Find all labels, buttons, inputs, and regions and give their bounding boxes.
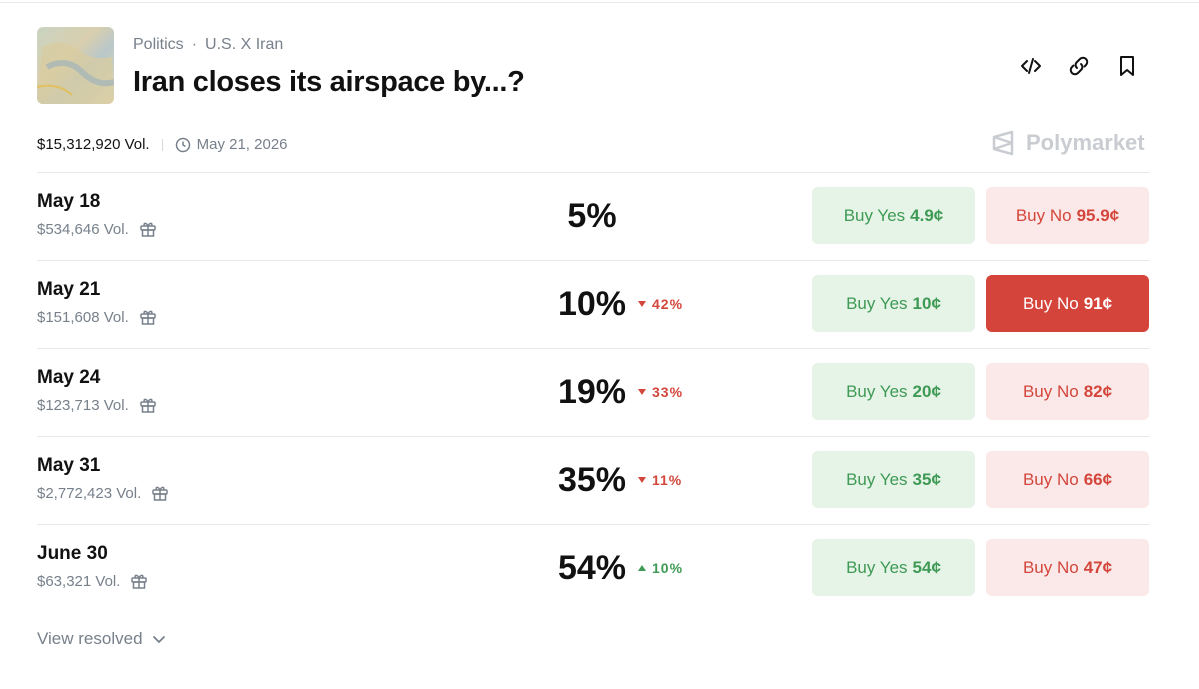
volume-text: $151,608 Vol. xyxy=(37,308,129,326)
buy-yes-price[interactable]: 35¢ xyxy=(912,469,941,489)
buy-no-price[interactable]: 66¢ xyxy=(1083,469,1113,489)
outcome-volume: $2,772,423 Vol. xyxy=(37,484,169,502)
divider xyxy=(37,436,1150,437)
volume-text: $63,321 Vol. xyxy=(37,572,121,590)
outcome-volume: $63,321 Vol. xyxy=(37,572,148,590)
buy-no-label[interactable]: Buy No xyxy=(1015,205,1072,225)
outcome-date: May 18 xyxy=(37,191,101,212)
buy-no-button[interactable]: Buy No 91¢ xyxy=(986,275,1149,332)
volume-text: $534,646 Vol. xyxy=(37,220,129,238)
probability: 35% xyxy=(557,461,627,499)
buy-yes-button[interactable]: Buy Yes 4.9¢ xyxy=(812,187,975,244)
buy-no-button[interactable]: Buy No 66¢ xyxy=(986,451,1149,508)
probability: 19% xyxy=(557,373,627,411)
buy-yes-button[interactable]: Buy Yes 20¢ xyxy=(812,363,975,420)
probability-change: 10% xyxy=(637,560,683,576)
market-image xyxy=(37,27,114,104)
divider xyxy=(0,2,1199,3)
outcome-volume: $534,646 Vol. xyxy=(37,220,157,238)
volume-text: $2,772,423 Vol. xyxy=(37,484,142,502)
divider xyxy=(37,260,1150,261)
outcome-date: May 21 xyxy=(37,279,101,300)
buy-yes-label[interactable]: Buy Yes xyxy=(846,469,908,489)
tag[interactable]: U.S. X Iran xyxy=(205,36,284,53)
link-icon[interactable] xyxy=(1067,54,1091,78)
gift-icon xyxy=(140,310,156,325)
separator: · xyxy=(191,36,198,53)
gift-icon xyxy=(140,222,156,237)
change-value: 10% xyxy=(652,560,684,576)
chevron-icon xyxy=(152,636,165,644)
volume-text: $123,713 Vol. xyxy=(37,396,129,414)
outcome-volume: $123,713 Vol. xyxy=(37,396,157,414)
buy-no-button[interactable]: Buy No 47¢ xyxy=(986,539,1149,596)
buy-no-button[interactable]: Buy No 95.9¢ xyxy=(986,187,1149,244)
breadcrumb: Politics · U.S. X Iran xyxy=(133,36,291,54)
outcome-date: May 31 xyxy=(37,455,101,476)
buy-yes-price[interactable]: 10¢ xyxy=(912,293,941,313)
buy-yes-label[interactable]: Buy Yes xyxy=(846,293,908,313)
probability: 54% xyxy=(557,549,627,587)
divider xyxy=(37,524,1150,525)
end-date: May 21, 2026 xyxy=(196,136,288,153)
divider xyxy=(161,138,163,151)
buy-no-button[interactable]: Buy No 82¢ xyxy=(986,363,1149,420)
probability: 5% xyxy=(567,197,617,235)
buy-no-price[interactable]: 47¢ xyxy=(1083,557,1113,577)
buy-no-label[interactable]: Buy No xyxy=(1022,469,1079,489)
gift-icon xyxy=(152,486,169,501)
buy-no-price[interactable]: 95.9¢ xyxy=(1076,205,1120,225)
change-value: 11% xyxy=(652,472,683,488)
arrow-down-icon xyxy=(638,301,646,307)
outcome-volume: $151,608 Vol. xyxy=(37,308,157,326)
brand-logo xyxy=(992,130,1014,156)
probability-change: 33% xyxy=(637,384,683,400)
buy-yes-price[interactable]: 20¢ xyxy=(912,381,941,401)
market-meta: $15,312,920 Vol. May 21, 2026 xyxy=(37,136,288,153)
buy-no-price[interactable]: 82¢ xyxy=(1083,381,1113,401)
buy-no-price[interactable]: 91¢ xyxy=(1083,293,1113,313)
buy-yes-button[interactable]: Buy Yes 10¢ xyxy=(812,275,975,332)
gift-icon xyxy=(131,574,148,589)
arrow-up-icon xyxy=(638,565,646,571)
buy-yes-button[interactable]: Buy Yes 54¢ xyxy=(812,539,975,596)
brand: Polymarket xyxy=(990,129,1145,157)
title: Iran closes its airspace by...? xyxy=(133,66,525,98)
outcome-date: May 24 xyxy=(37,367,101,388)
category[interactable]: Politics xyxy=(133,36,184,53)
buy-yes-label[interactable]: Buy Yes xyxy=(843,205,906,225)
probability-change: 42% xyxy=(637,296,683,312)
buy-yes-price[interactable]: 54¢ xyxy=(912,557,941,577)
arrow-down-icon xyxy=(638,477,646,483)
divider xyxy=(37,348,1150,349)
embed-icon[interactable] xyxy=(1019,54,1043,78)
buy-yes-price[interactable]: 4.9¢ xyxy=(910,205,944,225)
buy-no-label[interactable]: Buy No xyxy=(1022,557,1079,577)
buy-no-label[interactable]: Buy No xyxy=(1022,381,1079,401)
gift-icon xyxy=(140,398,156,413)
buy-yes-label[interactable]: Buy Yes xyxy=(846,557,908,577)
view-resolved[interactable]: View resolved xyxy=(37,629,167,649)
buy-no-label[interactable]: Buy No xyxy=(1022,293,1079,313)
buy-yes-button[interactable]: Buy Yes 35¢ xyxy=(812,451,975,508)
probability-change: 11% xyxy=(637,472,682,488)
view-resolved-label[interactable]: View resolved xyxy=(37,629,143,648)
divider xyxy=(37,172,1150,173)
bookmark-icon[interactable] xyxy=(1115,54,1139,78)
total-volume: $15,312,920 Vol. xyxy=(37,136,150,153)
probability: 10% xyxy=(557,285,627,323)
arrow-down-icon xyxy=(638,389,646,395)
map-art xyxy=(37,42,114,104)
change-value: 33% xyxy=(652,384,684,400)
outcome-date: June 30 xyxy=(37,543,108,564)
clock-icon xyxy=(175,137,190,152)
brand-name: Polymarket xyxy=(1026,130,1145,155)
buy-yes-label[interactable]: Buy Yes xyxy=(846,381,908,401)
change-value: 42% xyxy=(652,296,684,312)
